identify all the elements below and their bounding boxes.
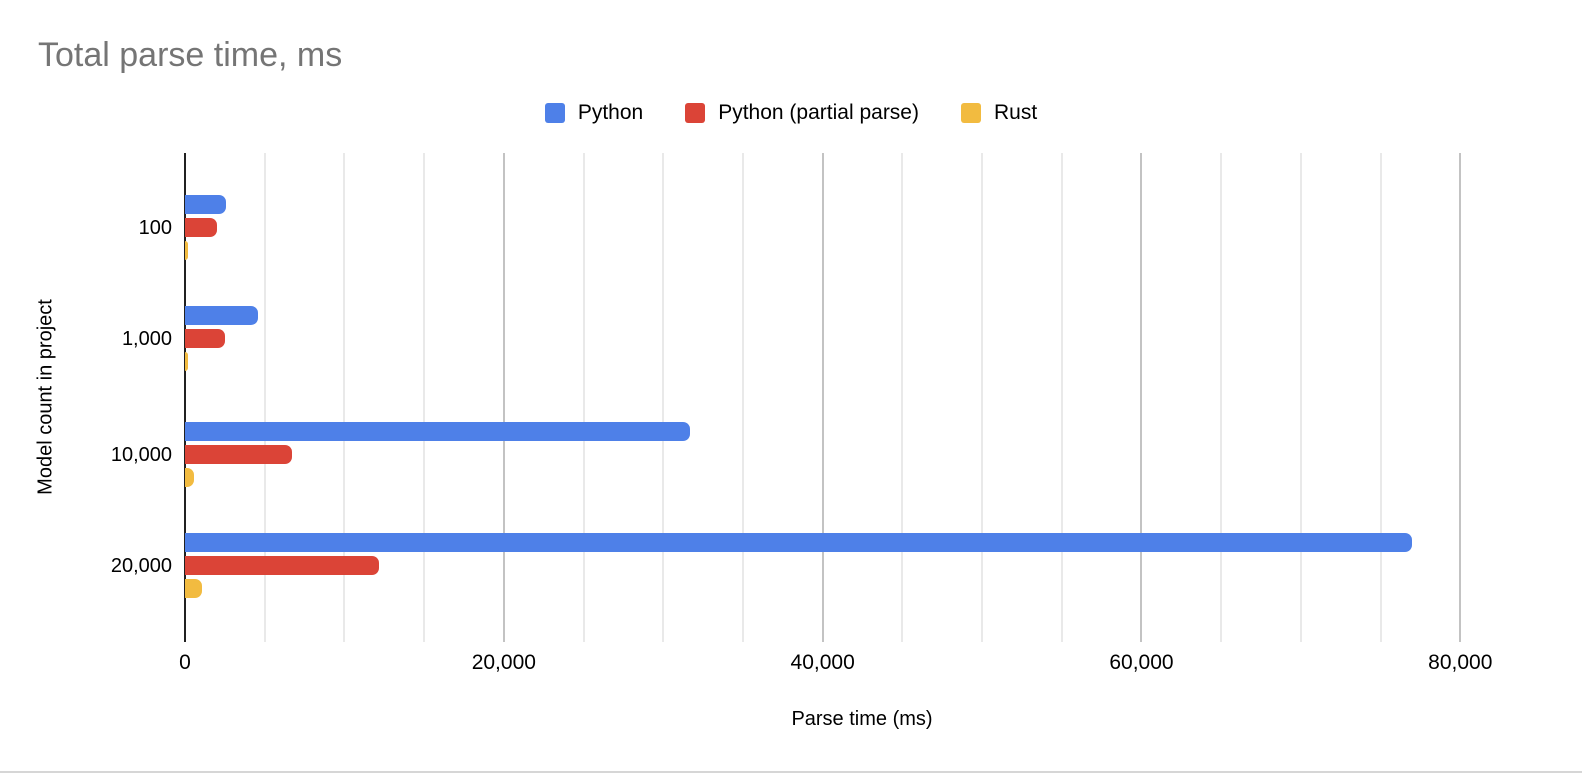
x-tick-label: 80,000 — [1428, 651, 1493, 674]
major-gridline — [821, 153, 824, 642]
major-gridline — [502, 153, 505, 642]
minor-gridline — [1060, 153, 1063, 642]
bar-rust-10000 — [185, 468, 194, 487]
legend-label: Python (partial parse) — [718, 101, 919, 124]
chart-title: Total parse time, ms — [38, 36, 343, 74]
minor-gridline — [662, 153, 665, 642]
legend-item-python-partial-parse: Python (partial parse) — [685, 101, 919, 125]
minor-gridline — [901, 153, 904, 642]
minor-gridline — [1299, 153, 1302, 642]
bar-rust-20000 — [185, 579, 202, 598]
minor-gridline — [981, 153, 984, 642]
minor-gridline — [582, 153, 585, 642]
bar-rust-100 — [185, 241, 188, 260]
minor-gridline — [423, 153, 426, 642]
legend-label: Rust — [993, 101, 1038, 124]
legend-swatch-icon — [685, 103, 706, 123]
y-axis-line — [184, 153, 186, 642]
bar-python-100 — [185, 195, 227, 214]
bar-rust-1000 — [185, 352, 188, 371]
minor-gridline — [1379, 153, 1382, 642]
y-axis-title: Model count in project — [34, 299, 57, 495]
x-tick-label: 40,000 — [790, 651, 855, 674]
minor-gridline — [343, 153, 346, 642]
category-label: 100 — [138, 216, 172, 239]
category-label: 1,000 — [121, 327, 172, 350]
plot-area — [184, 153, 1540, 642]
legend-item-python: Python — [544, 101, 644, 125]
x-tick-label: 60,000 — [1109, 651, 1174, 674]
bar-python-partial-parse-100 — [185, 218, 217, 237]
bar-python-partial-parse-20000 — [185, 556, 380, 575]
minor-gridline — [263, 153, 266, 642]
legend-label: Python — [577, 101, 644, 124]
bottom-border — [0, 771, 1582, 773]
minor-gridline — [1220, 153, 1223, 642]
x-axis-title: Parse time (ms) — [791, 708, 933, 730]
major-gridline — [1140, 153, 1143, 642]
bar-python-10000 — [185, 422, 691, 441]
legend-swatch-icon — [960, 103, 981, 123]
bar-python-partial-parse-10000 — [185, 445, 292, 464]
major-gridline — [1459, 153, 1462, 642]
bar-python-20000 — [185, 533, 1413, 552]
x-tick-label: 0 — [179, 651, 191, 674]
chart-legend: Python Python (partial parse) Rust — [0, 101, 1582, 125]
bar-python-partial-parse-1000 — [185, 329, 225, 348]
bar-python-1000 — [185, 306, 259, 325]
category-label: 20,000 — [110, 554, 172, 577]
legend-item-rust: Rust — [960, 101, 1038, 125]
minor-gridline — [741, 153, 744, 642]
category-label: 10,000 — [110, 443, 172, 466]
x-tick-label: 20,000 — [471, 651, 536, 674]
legend-swatch-icon — [544, 103, 565, 123]
